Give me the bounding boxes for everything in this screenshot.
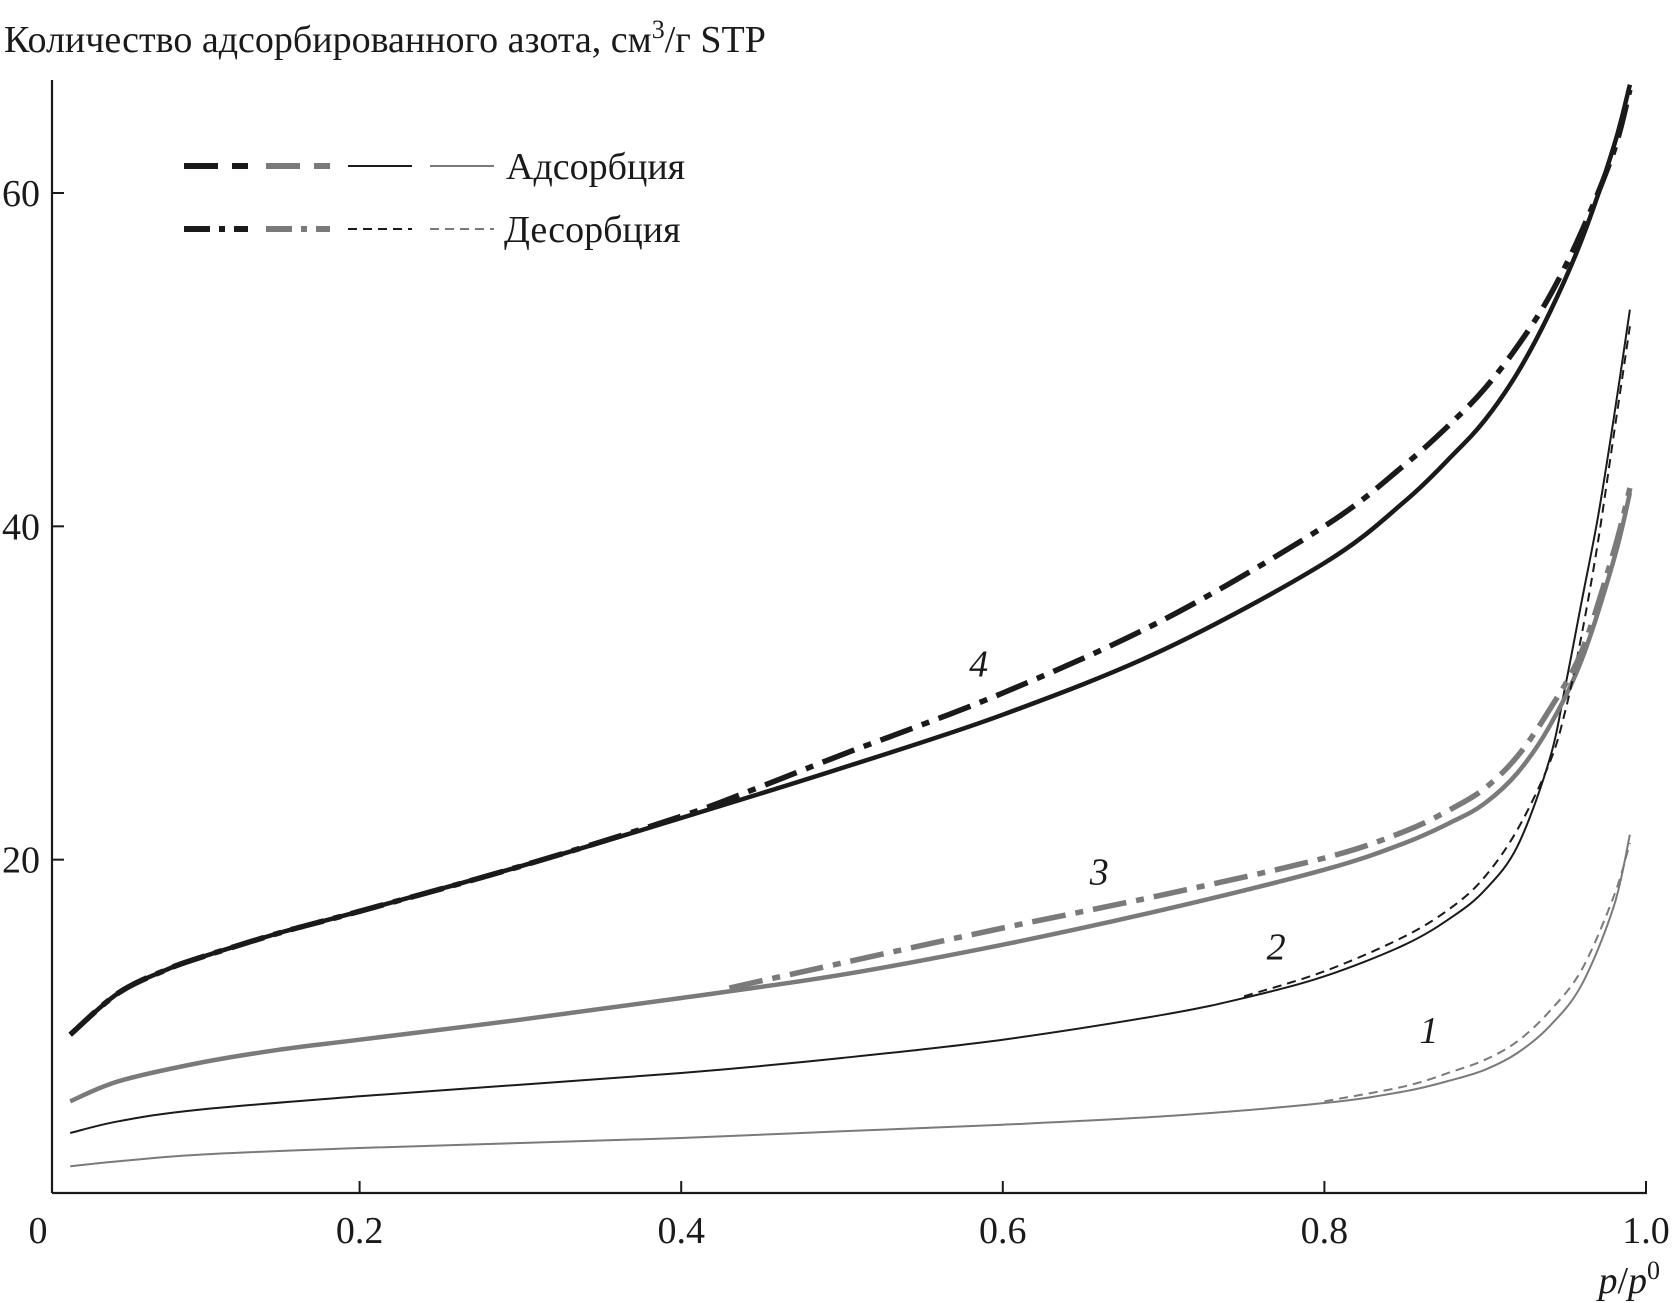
series-3-desorption-line [728,487,1633,991]
curve-label-3: 3 [1089,852,1109,894]
series-layer [68,84,1633,1168]
y-tick-label: 60 [2,173,40,215]
x-tick-label: 0.2 [336,1210,384,1252]
x-tick-label: 0.8 [1301,1210,1349,1252]
curve-label-1: 1 [1419,1010,1438,1052]
axes: 0 0.2 0.4 0.6 0.8 1.0 20 40 60 [2,80,1670,1252]
y-axis-title: Количество адсорбированного азота, см3/г… [4,15,766,61]
x-tick-label: 1.0 [1622,1210,1670,1252]
x-tick-label: 0.6 [979,1210,1027,1252]
series-2-desorption-line [1243,326,1631,998]
series-1-adsorption-line [70,834,1631,1168]
series-1-desorption-line [1324,842,1631,1103]
curve-label-2: 2 [1267,927,1286,969]
x-tick-label: 0 [29,1210,48,1252]
y-tick-label: 40 [2,506,40,548]
x-axis-title: p/p0 [1595,1256,1660,1302]
series-2-adsorption-line [69,309,1631,1134]
x-tick-label: 0.4 [657,1210,705,1252]
curve-labels: 1 2 3 4 [969,643,1438,1052]
series-4-desorption-line [68,88,1633,1037]
x-ticks: 0 0.2 0.4 0.6 0.8 1.0 [29,1181,1670,1252]
legend-label-adsorption: Адсорбция [506,146,685,188]
legend-label-desorption: Десорбция [504,209,681,251]
curve-label-4: 4 [969,643,988,685]
series-3-adsorption-line [69,492,1633,1104]
legend: Адсорбция Десорбция [184,146,685,251]
y-tick-label: 20 [2,840,40,882]
y-ticks: 20 40 60 [2,173,64,882]
